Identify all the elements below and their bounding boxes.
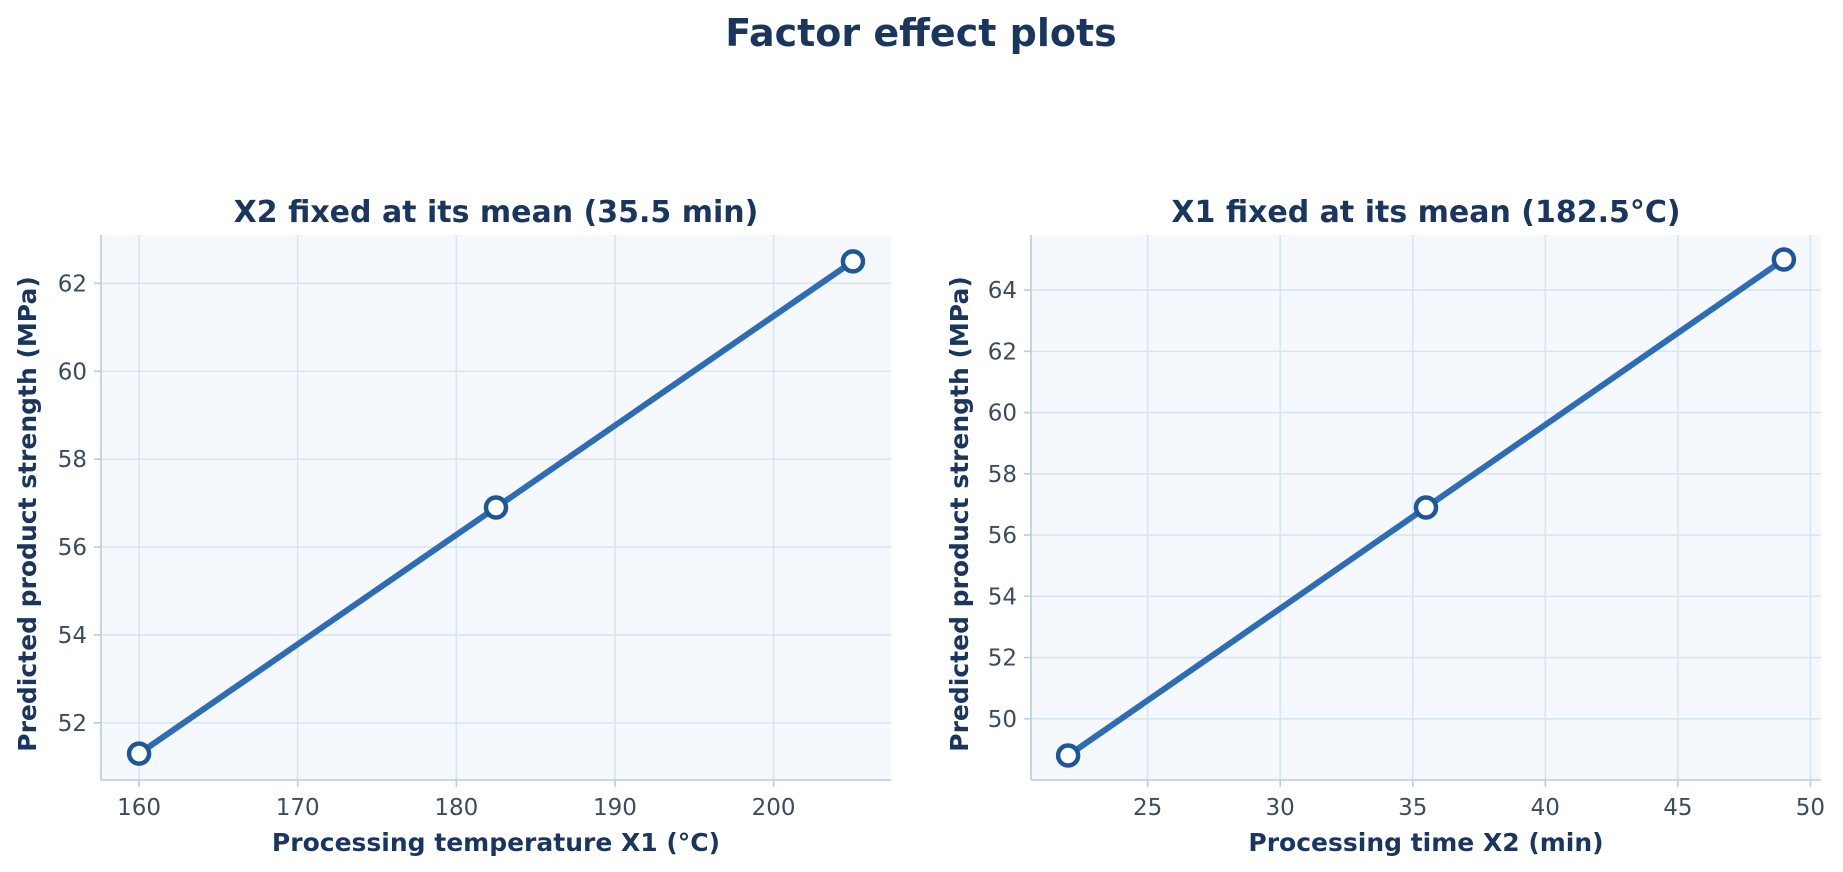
x-tick-label: 170	[276, 795, 320, 821]
y-axis-label: Predicted product strength (MPa)	[13, 276, 42, 751]
y-tick-label: 60	[988, 401, 1017, 427]
chart-panel-time: 25 30 35 40 45 50 50 52 54 56 58 60 62 64 X1 fixed at…	[945, 195, 1825, 857]
x-tick-label: 40	[1531, 795, 1560, 821]
x-tick-label: 50	[1796, 795, 1825, 821]
y-tick-label: 56	[58, 535, 87, 561]
y-tick-label: 52	[988, 646, 1017, 672]
y-tick-label: 58	[988, 462, 1017, 488]
y-tick-label: 62	[58, 271, 87, 297]
x-tick-label: 45	[1663, 795, 1692, 821]
x-tick-label: 25	[1133, 795, 1162, 821]
x-tick-label: 190	[593, 795, 637, 821]
x-tick-label: 160	[117, 795, 161, 821]
x-tick-label: 200	[752, 795, 796, 821]
y-tick-label: 50	[988, 707, 1017, 733]
y-tick-label: 64	[988, 278, 1017, 304]
y-tick-label: 60	[58, 359, 87, 385]
plot-area: 160 170 180 190 200 52 54 56 58 60 62	[58, 235, 891, 821]
data-point	[483, 495, 509, 520]
y-tick-label: 58	[58, 447, 87, 473]
data-point	[1055, 743, 1081, 768]
x-axis-label: Processing time X2 (min)	[1248, 828, 1603, 857]
chart-title: X2 fixed at its mean (35.5 min)	[234, 195, 759, 230]
plot-area: 25 30 35 40 45 50 50 52 54 56 58 60 62 64	[988, 235, 1825, 821]
data-point	[1413, 495, 1439, 520]
y-axis-label: Predicted product strength (MPa)	[945, 276, 974, 751]
data-point	[126, 741, 152, 766]
x-tick-label: 35	[1398, 795, 1427, 821]
y-tick-label: 56	[988, 523, 1017, 549]
figure-title: Factor effect plots	[725, 11, 1117, 55]
chart-title: X1 fixed at its mean (182.5°C)	[1171, 195, 1680, 230]
data-point	[1771, 247, 1797, 272]
x-axis-label: Processing temperature X1 (°C)	[272, 828, 720, 857]
chart-panel-temperature: 160 170 180 190 200 52 54 56 58 60 62 X2 fixed at …	[13, 195, 891, 857]
data-point	[840, 249, 866, 274]
y-tick-label: 62	[988, 339, 1017, 365]
x-tick-label: 180	[434, 795, 478, 821]
y-tick-label: 54	[58, 623, 87, 649]
x-tick-label: 30	[1266, 795, 1295, 821]
y-tick-label: 52	[58, 711, 87, 737]
y-tick-label: 54	[988, 584, 1017, 610]
